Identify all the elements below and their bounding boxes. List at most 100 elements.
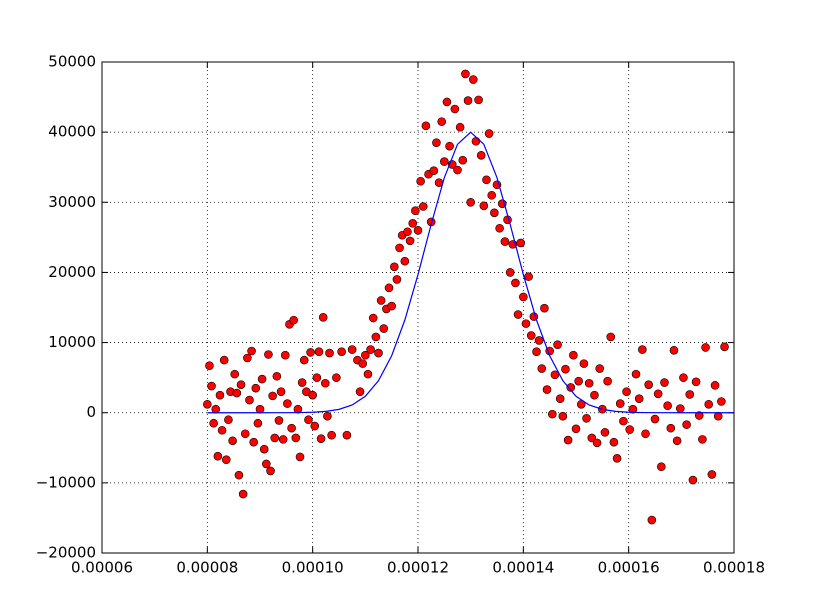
data-point (270, 433, 280, 443)
data-point (669, 345, 679, 355)
data-point (289, 315, 299, 325)
data-point (490, 208, 499, 218)
data-point (219, 355, 229, 365)
data-point (566, 383, 576, 392)
data-point (663, 401, 672, 411)
data-point (511, 278, 520, 288)
data-point (318, 313, 328, 322)
data-point (418, 202, 428, 211)
data-point (291, 433, 301, 443)
data-point (500, 237, 510, 246)
data-point (306, 348, 315, 357)
data-point (257, 374, 267, 384)
data-point (405, 236, 415, 246)
data-point (660, 378, 669, 387)
data-point (553, 340, 562, 349)
data-point (476, 150, 486, 160)
data-point (272, 371, 282, 381)
data-point (707, 470, 717, 479)
data-point (400, 256, 410, 266)
data-point (337, 347, 346, 356)
data-point (262, 459, 271, 469)
y-tick-label: 10000 (48, 333, 96, 351)
data-point (274, 416, 284, 425)
data-point (276, 387, 286, 396)
data-point (603, 376, 612, 386)
data-point (468, 75, 478, 84)
data-point (537, 364, 547, 373)
data-point (236, 380, 246, 389)
data-point (606, 332, 616, 342)
data-point (217, 425, 227, 435)
data-point (612, 454, 622, 463)
x-tick-label: 0.00008 (176, 559, 238, 577)
data-point (293, 404, 303, 414)
data-point (371, 332, 381, 342)
data-point (590, 390, 599, 400)
data-point (403, 227, 412, 237)
data-point (713, 411, 723, 421)
data-point (672, 436, 682, 446)
data-point (213, 451, 223, 461)
data-point (253, 418, 263, 428)
data-point (224, 415, 233, 425)
data-point (325, 348, 334, 358)
data-point (392, 275, 402, 284)
data-point (413, 226, 423, 235)
data-point (653, 389, 663, 399)
data-point (389, 262, 399, 272)
data-point (304, 415, 313, 425)
data-point (280, 350, 290, 360)
data-point (675, 404, 685, 413)
data-point (561, 364, 570, 374)
data-point (521, 319, 531, 328)
data-point (641, 429, 650, 439)
data-point (368, 313, 378, 323)
data-point (547, 409, 557, 419)
data-point (440, 157, 449, 166)
data-point (442, 97, 452, 107)
y-tick-label: −20000 (36, 544, 96, 562)
data-point (299, 355, 309, 365)
data-point (238, 489, 248, 499)
data-point (429, 166, 439, 176)
data-point (524, 272, 533, 281)
data-point (650, 414, 660, 424)
data-point (211, 404, 221, 414)
x-tick-label: 0.00006 (71, 559, 133, 577)
data-point (461, 69, 470, 79)
x-tick-label: 0.00010 (282, 559, 344, 577)
data-point (287, 423, 296, 433)
data-point (245, 395, 254, 405)
data-point (471, 136, 481, 146)
data-point (432, 138, 441, 147)
data-point (619, 416, 628, 426)
data-point (453, 165, 462, 175)
data-point (321, 378, 330, 388)
data-point (519, 292, 528, 302)
data-point (384, 283, 394, 293)
data-point (495, 223, 504, 233)
data-point (542, 385, 552, 394)
y-tick-label: 20000 (48, 263, 96, 281)
data-point (366, 345, 375, 354)
x-tick-label: 0.00012 (387, 559, 449, 577)
data-point (710, 381, 720, 390)
data-point (534, 336, 544, 345)
data-point (563, 435, 573, 445)
data-point (584, 378, 594, 388)
data-point (455, 122, 465, 132)
data-point (259, 444, 269, 454)
data-point (363, 369, 373, 379)
y-tick-label: −10000 (36, 473, 96, 491)
data-point (704, 399, 714, 409)
plot-frame (101, 61, 735, 554)
data-point (685, 390, 695, 399)
data-point (207, 381, 216, 391)
data-point (437, 117, 447, 126)
data-point (634, 394, 644, 403)
fit-line (207, 131, 734, 414)
data-point (297, 378, 307, 387)
data-point (579, 359, 589, 368)
y-tick-label: 50000 (48, 53, 96, 71)
